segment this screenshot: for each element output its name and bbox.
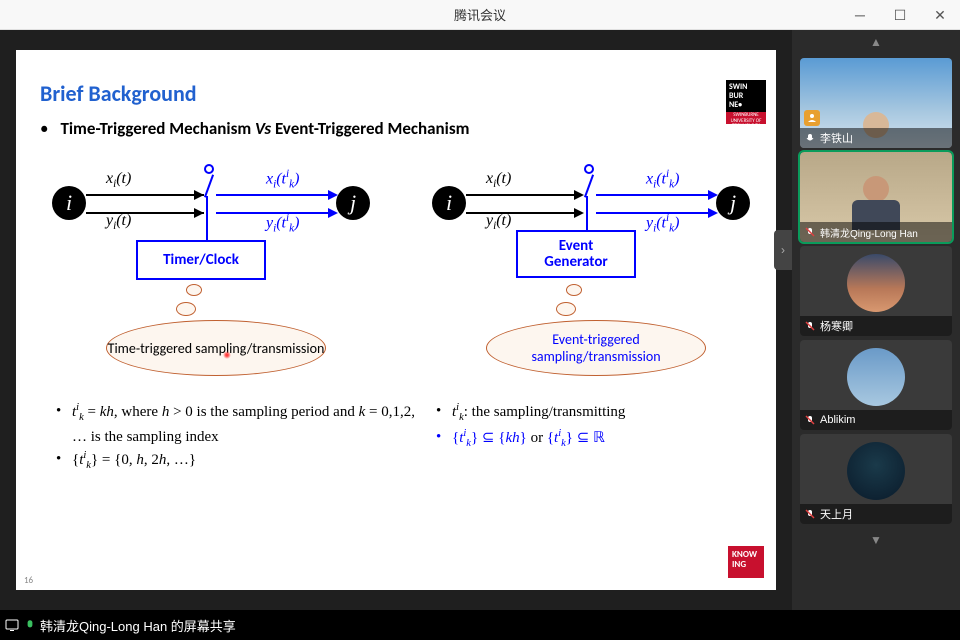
share-status-bar: 韩清龙Qing-Long Han 的屏幕共享 [0,610,960,640]
switch-pivot [204,164,214,174]
participant-name: 李铁山 [820,130,853,146]
mic-muted-icon [804,508,816,520]
host-badge-icon [804,110,820,126]
node-i: i [52,186,86,220]
node-i: i [432,186,466,220]
presentation-slide: SWINBURNE• SWINBURNEUNIVERSITY OFTECHNOL… [16,50,776,590]
bullet: tik = kh, where h > 0 is the sampling pe… [56,400,416,448]
share-status-text: 韩清龙Qing-Long Han 的屏幕共享 [40,616,236,635]
mic-status-icon [22,617,38,633]
minimize-button[interactable]: ─ [840,0,880,30]
label-yi-out: yi(tik) [266,212,299,235]
thought-bubble [176,302,196,316]
participant-thumbnail[interactable]: Ablikim [800,340,952,430]
switch-arm [204,174,214,197]
participant-thumbnail[interactable]: 杨寒卿 [800,246,952,336]
close-button[interactable]: ✕ [920,0,960,30]
timer-clock-box: Timer/Clock [136,240,266,280]
bullet: {tik} ⊆ {kh} or {tik} ⊆ ℝ [436,426,756,452]
mic-muted-icon [804,414,816,426]
diagram-event-triggered: i j xi(t) yi(t) xi(tik) yi(tik) EventGen… [416,150,766,400]
node-j: j [336,186,370,220]
window-controls: ─ ☐ ✕ [840,0,960,30]
participant-name: 杨寒卿 [820,318,853,334]
bullet: tik: the sampling/transmitting [436,400,756,426]
laser-pointer [223,351,231,359]
participant-name: 天上月 [820,506,853,522]
bullets-left: tik = kh, where h > 0 is the sampling pe… [56,400,416,474]
arrow-x [86,194,196,196]
swinburne-logo: SWINBURNE• SWINBURNEUNIVERSITY OFTECHNOL… [726,80,766,124]
arrow-y [86,212,196,214]
bullet: {tik} = {0, h, 2h, …} [56,448,416,474]
window-titlebar: 腾讯会议 ─ ☐ ✕ [0,0,960,30]
participant-thumbnail[interactable]: 天上月 [800,434,952,524]
label-yi: yi(t) [106,212,131,232]
screen-share-icon [4,617,20,633]
mic-on-icon [804,132,816,144]
thought-bubble [186,284,202,296]
cloud-event: Event-triggered sampling/transmission [486,320,706,376]
bullets-right: tik: the sampling/transmitting {tik} ⊆ {… [436,400,756,452]
participant-panel: ▲ › 李铁山 韩清龙Qing-Long Han [792,30,960,610]
mic-muted-icon [804,226,816,238]
participant-name: 韩清龙Qing-Long Han [820,225,918,240]
expand-down-button[interactable]: ▼ [792,528,960,552]
diagram-time-triggered: i j xi(t) [36,150,386,400]
participant-thumbnail[interactable]: 韩清龙Qing-Long Han [800,152,952,242]
slide-subtitle: •Time-Triggered Mechanism Vs Event-Trigg… [40,118,469,139]
knowing-logo: KNOWING [728,546,764,578]
participant-thumbnail[interactable]: 李铁山 [800,58,952,148]
cloud-time: Time-triggered sampling/transmission [106,320,326,376]
label-xi-out: xi(tik) [266,168,299,191]
window-title: 腾讯会议 [454,5,506,24]
mic-muted-icon [804,320,816,332]
shared-screen-area: SWINBURNE• SWINBURNEUNIVERSITY OFTECHNOL… [0,30,792,610]
event-generator-box: EventGenerator [516,230,636,278]
participant-name: Ablikim [820,414,855,426]
slide-title: Brief Background [40,80,197,107]
collapse-panel-button[interactable]: ▲ [792,30,960,54]
label-xi: xi(t) [106,170,131,190]
panel-pager-button[interactable]: › [774,230,792,270]
node-j: j [716,186,750,220]
slide-page-number: 16 [24,575,33,586]
maximize-button[interactable]: ☐ [880,0,920,30]
body-area: SWINBURNE• SWINBURNEUNIVERSITY OFTECHNOL… [0,30,960,610]
